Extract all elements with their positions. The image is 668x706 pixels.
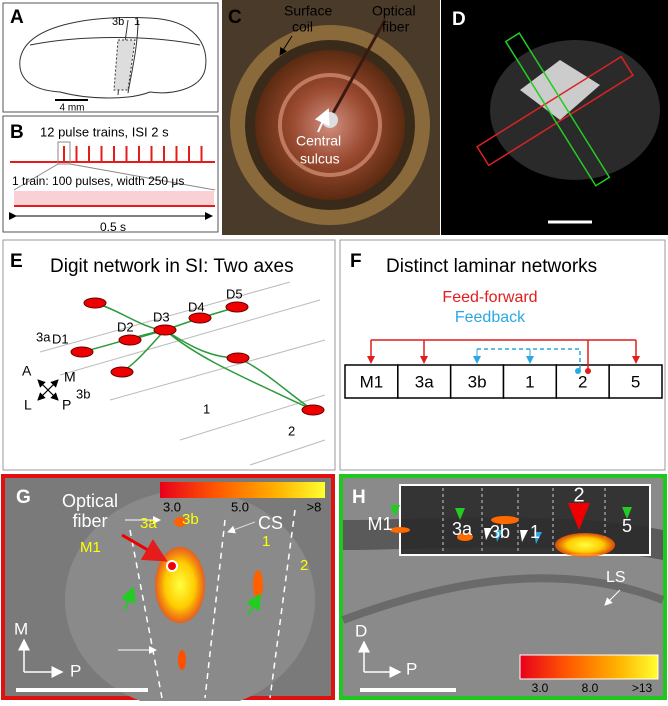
area-label: 1: [134, 16, 140, 28]
colorbar: [520, 655, 658, 679]
area-label: 2: [300, 557, 308, 574]
colorbar-label: 5.0: [231, 499, 249, 514]
panel-d: D: [441, 0, 668, 235]
panel-label: H: [352, 487, 366, 508]
digit-label: D4: [188, 299, 205, 314]
axis-label: A: [22, 363, 32, 379]
lamina-label: 2: [578, 372, 587, 391]
area-label: 3b: [182, 511, 199, 528]
panel-title: Distinct laminar networks: [386, 256, 597, 277]
caption: sulcus: [300, 151, 340, 167]
digit-label: D2: [117, 319, 134, 334]
panel-border: [3, 3, 218, 112]
digit-label: D3: [153, 309, 170, 324]
caption: Optical: [62, 491, 118, 511]
caption: LS: [606, 569, 626, 586]
nodes: [71, 347, 93, 357]
panel-label: A: [10, 7, 24, 28]
nodes: [226, 302, 248, 312]
laminar-boxes: M1 3a 3b 1 2 5: [345, 365, 662, 398]
fiber-tip: [167, 561, 177, 571]
colorbar-label: 8.0: [582, 681, 599, 695]
panel-b: B 12 pulse trains, ISI 2 s 1 train: 100 …: [3, 116, 218, 234]
activation: [253, 570, 263, 600]
nodes: [302, 405, 324, 415]
panel-label: E: [10, 251, 23, 272]
panel-label: C: [228, 7, 242, 28]
lamina-label: M1: [360, 372, 384, 391]
area-label: 1: [530, 522, 540, 542]
lamina-label: 5: [631, 372, 640, 391]
panel-g: 3.0 5.0 >8 G Optical fiber CS M1 3a 3b 1…: [3, 476, 333, 701]
caption: fiber: [72, 511, 107, 531]
caption: 1 train: 100 pulses, width 250 μs: [12, 174, 184, 188]
area-label: 3a: [36, 329, 51, 344]
panel-label: B: [10, 122, 24, 143]
area-label: 3a: [452, 519, 473, 539]
axis-label: D: [355, 621, 367, 640]
area-label: 1: [203, 401, 210, 416]
area-label: 1: [262, 533, 270, 550]
legend-feedforward: Feed-forward: [442, 289, 537, 306]
axis-label: M: [64, 369, 76, 385]
axis-label: P: [70, 661, 81, 680]
area-label: 5: [622, 516, 632, 536]
nodes: [227, 353, 249, 363]
panel-title: Digit network in SI: Two axes: [50, 256, 294, 277]
colorbar-label: >8: [307, 499, 322, 514]
axis-label: P: [406, 659, 417, 678]
panel-label: G: [16, 487, 31, 508]
area-label: M1: [367, 514, 392, 534]
area-label: 2: [288, 423, 295, 438]
area-label: 3b: [490, 522, 510, 542]
digit-label: D1: [52, 331, 69, 346]
source-dot: [585, 368, 591, 374]
duration-label: 0.5 s: [100, 220, 126, 234]
activation: [178, 650, 186, 670]
figure: A 3b 1 4 mm B 12 pulse trains, ISI 2 s 1…: [0, 0, 668, 701]
colorbar-label: 3.0: [163, 499, 181, 514]
panel-h: H M1 3a 3b 1 2 5 LS D P 3.0 8.0 >13: [341, 476, 665, 698]
caption: 12 pulse trains, ISI 2 s: [40, 124, 169, 139]
panel-c: C Surface coil Optical fiber Central sul…: [222, 0, 440, 235]
area-label: 3b: [112, 16, 124, 28]
tissue: [490, 40, 660, 180]
panel-a: A 3b 1 4 mm: [3, 3, 218, 114]
digit-label: D5: [226, 286, 243, 301]
axis-label: P: [62, 397, 71, 413]
source-dot: [575, 368, 581, 374]
caption: Optical: [372, 3, 416, 19]
lamina-label: 1: [525, 372, 534, 391]
area-label: 2: [573, 484, 584, 506]
axis-label: L: [24, 397, 32, 413]
caption: fiber: [382, 19, 410, 35]
colorbar-label: >13: [632, 681, 653, 695]
panel-label: D: [452, 9, 466, 30]
lamina-label: 3a: [415, 372, 434, 391]
nodes: [119, 335, 141, 345]
caption: Surface: [284, 3, 332, 19]
activation: [390, 527, 410, 533]
caption: CS: [258, 513, 283, 533]
scale-label: 4 mm: [60, 103, 85, 114]
caption: coil: [292, 19, 313, 35]
panel-f: F Distinct laminar networks Feed-forward…: [340, 240, 665, 470]
area-label: 3b: [76, 386, 90, 401]
panel-e: E Digit network in SI: Two axes 3a 3b 1 …: [3, 240, 335, 470]
axis-label: M: [14, 619, 28, 638]
area-label: 3a: [140, 515, 157, 532]
area-label: M1: [80, 539, 101, 556]
nodes: [111, 367, 133, 377]
colorbar: [160, 482, 325, 498]
panel-label: F: [350, 251, 362, 272]
activation: [555, 533, 615, 557]
nodes: [84, 298, 106, 308]
colorbar-label: 3.0: [532, 681, 549, 695]
caption: Central: [296, 133, 341, 149]
nodes: [189, 313, 211, 323]
lamina-label: 3b: [468, 372, 487, 391]
nodes: [154, 325, 176, 335]
legend-feedback: Feedback: [455, 309, 526, 326]
